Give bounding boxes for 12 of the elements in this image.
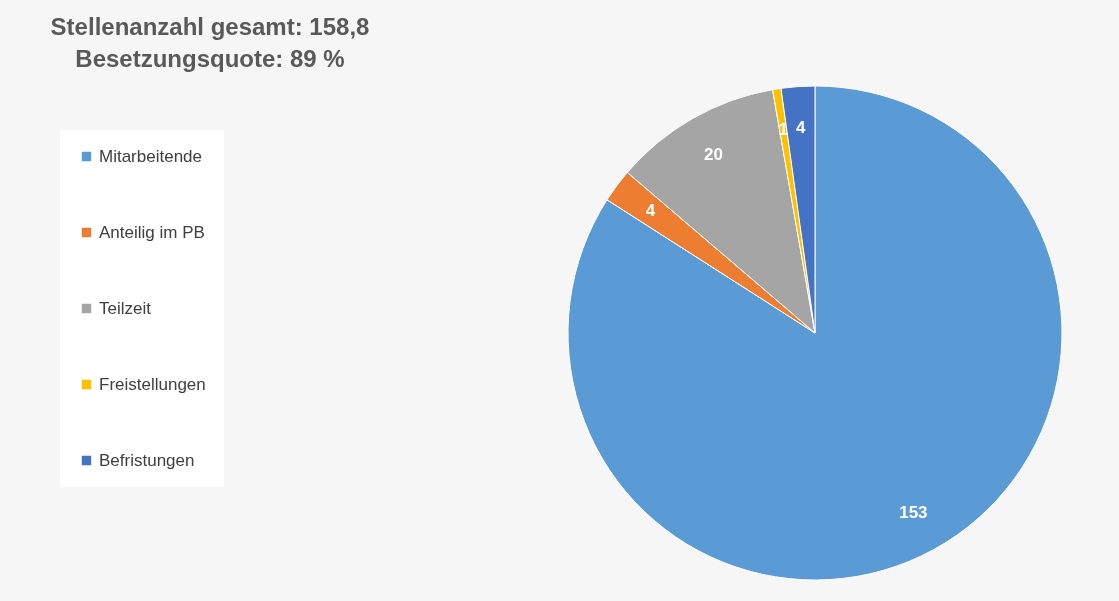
data-label: 4 [645,200,656,220]
legend-label: Freistellungen [99,374,206,394]
data-label: 153 [899,502,928,522]
legend-label: Befristungen [99,450,195,470]
text: Besetzungsquote: 89 % [75,45,345,72]
legend-label: Mitarbeitende [99,146,203,166]
legend-label: Anteilig im PB [99,222,205,242]
data-label: 4 [796,118,807,138]
data-label: 20 [704,144,723,164]
pie-slice [567,85,1063,581]
legend-label: Teilzeit [99,298,152,318]
text: Stellenanzahl gesamt: 158,8 [50,13,370,40]
